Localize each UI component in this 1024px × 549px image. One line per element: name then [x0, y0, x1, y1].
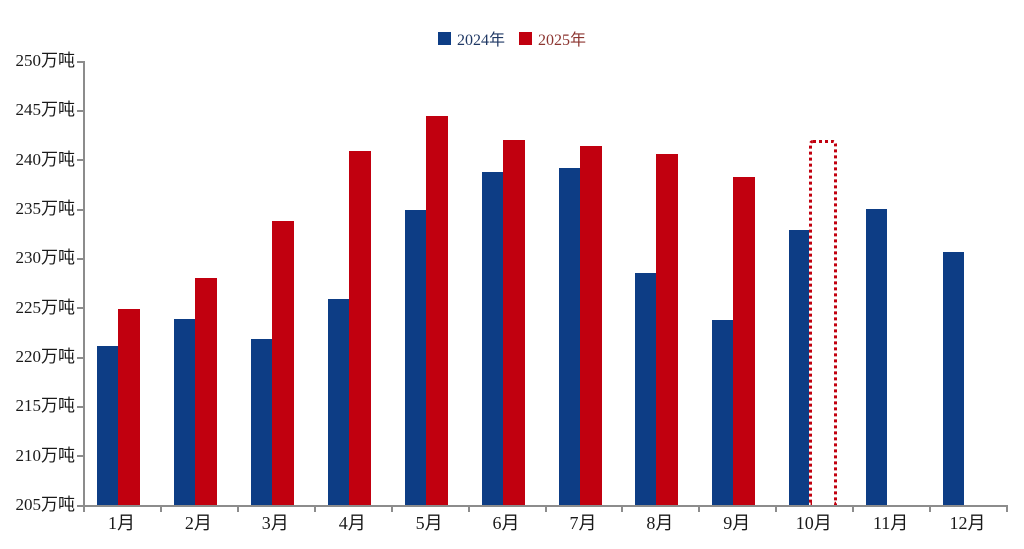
bar-2024年-5月	[404, 209, 426, 505]
y-axis-label: 240万吨	[15, 149, 76, 169]
x-axis-label: 6月	[492, 513, 520, 533]
y-axis-label: 210万吨	[15, 445, 76, 465]
x-tick	[159, 505, 162, 512]
x-tick	[775, 505, 778, 512]
bar-2025年-4月	[348, 150, 371, 505]
bar-2024年-1月	[97, 346, 118, 505]
legend-label-2024: 2024年	[456, 32, 505, 49]
y-tick	[77, 257, 84, 260]
bar-2025年-2月	[194, 278, 217, 505]
legend-item-2025: 2025年	[519, 26, 586, 50]
y-tick	[77, 109, 84, 112]
y-tick	[77, 60, 84, 63]
x-tick	[83, 505, 85, 512]
bar-2024年-2月	[173, 318, 195, 505]
x-tick	[621, 505, 624, 512]
y-tick	[77, 356, 84, 359]
x-axis-label: 3月	[261, 513, 289, 533]
bar-2025年-3月	[271, 220, 294, 505]
y-axis-label: 220万吨	[15, 347, 76, 366]
x-axis-label: 9月	[723, 513, 751, 533]
bar-2025年-9月	[733, 177, 756, 505]
x-axis-label: 10月	[795, 513, 832, 533]
x-tick	[313, 505, 316, 512]
x-axis-label: 1月	[107, 513, 135, 533]
y-axis-label: 225万吨	[15, 297, 76, 317]
bar-2024年-4月	[327, 298, 349, 505]
bar-2025年-6月	[502, 139, 525, 505]
y-tick	[77, 405, 84, 408]
bar-2024年-9月	[712, 320, 734, 505]
y-axis-label: 235万吨	[15, 199, 76, 218]
y-axis-label: 245万吨	[15, 100, 76, 120]
x-tick	[467, 505, 470, 512]
y-tick	[77, 159, 84, 162]
x-axis-label: 4月	[338, 513, 366, 533]
y-axis-label: 230万吨	[15, 248, 76, 268]
x-tick	[698, 505, 701, 512]
y-axis-label: 250万吨	[15, 51, 76, 70]
bar-2024年-6月	[481, 172, 503, 505]
bar-2025年-1月	[118, 308, 140, 505]
y-tick	[77, 504, 84, 507]
bar-2024年-10月	[789, 229, 811, 505]
bar-2025年-5月	[425, 116, 448, 505]
bar-2024年-12月	[943, 252, 965, 505]
legend-swatch-2024	[437, 31, 451, 45]
bar-2025年-7月	[579, 145, 602, 505]
x-axis-label: 12月	[949, 513, 986, 533]
x-tick	[929, 505, 932, 512]
legend-swatch-2025	[519, 31, 532, 45]
x-tick	[852, 505, 855, 512]
bar-2024年-11月	[866, 209, 888, 505]
x-axis-label: 5月	[415, 513, 443, 533]
legend-label-2025: 2025年	[538, 32, 587, 49]
bar-2024年-7月	[558, 167, 580, 505]
bar-2024年-3月	[250, 339, 272, 505]
y-tick	[77, 455, 84, 458]
x-axis-label: 7月	[569, 513, 597, 533]
y-tick	[77, 208, 84, 211]
x-tick	[390, 505, 393, 512]
y-tick	[77, 307, 84, 310]
x-axis-label: 2月	[184, 513, 212, 533]
bar-2024年-8月	[635, 273, 657, 505]
x-axis-label: 8月	[646, 513, 674, 533]
bar-2025年-8月	[656, 153, 679, 505]
y-axis-label: 205万吨	[15, 495, 76, 514]
x-tick	[544, 505, 547, 512]
legend-item-2024: 2024年	[437, 26, 505, 50]
chart-legend: 2024年 2025年	[0, 26, 1024, 50]
y-axis-line	[83, 61, 85, 505]
x-axis-label: 11月	[872, 513, 909, 533]
y-axis-label: 215万吨	[15, 396, 76, 416]
x-tick	[1006, 505, 1008, 512]
x-tick	[236, 505, 239, 512]
forecast-dotted-bar-10月	[809, 139, 838, 505]
